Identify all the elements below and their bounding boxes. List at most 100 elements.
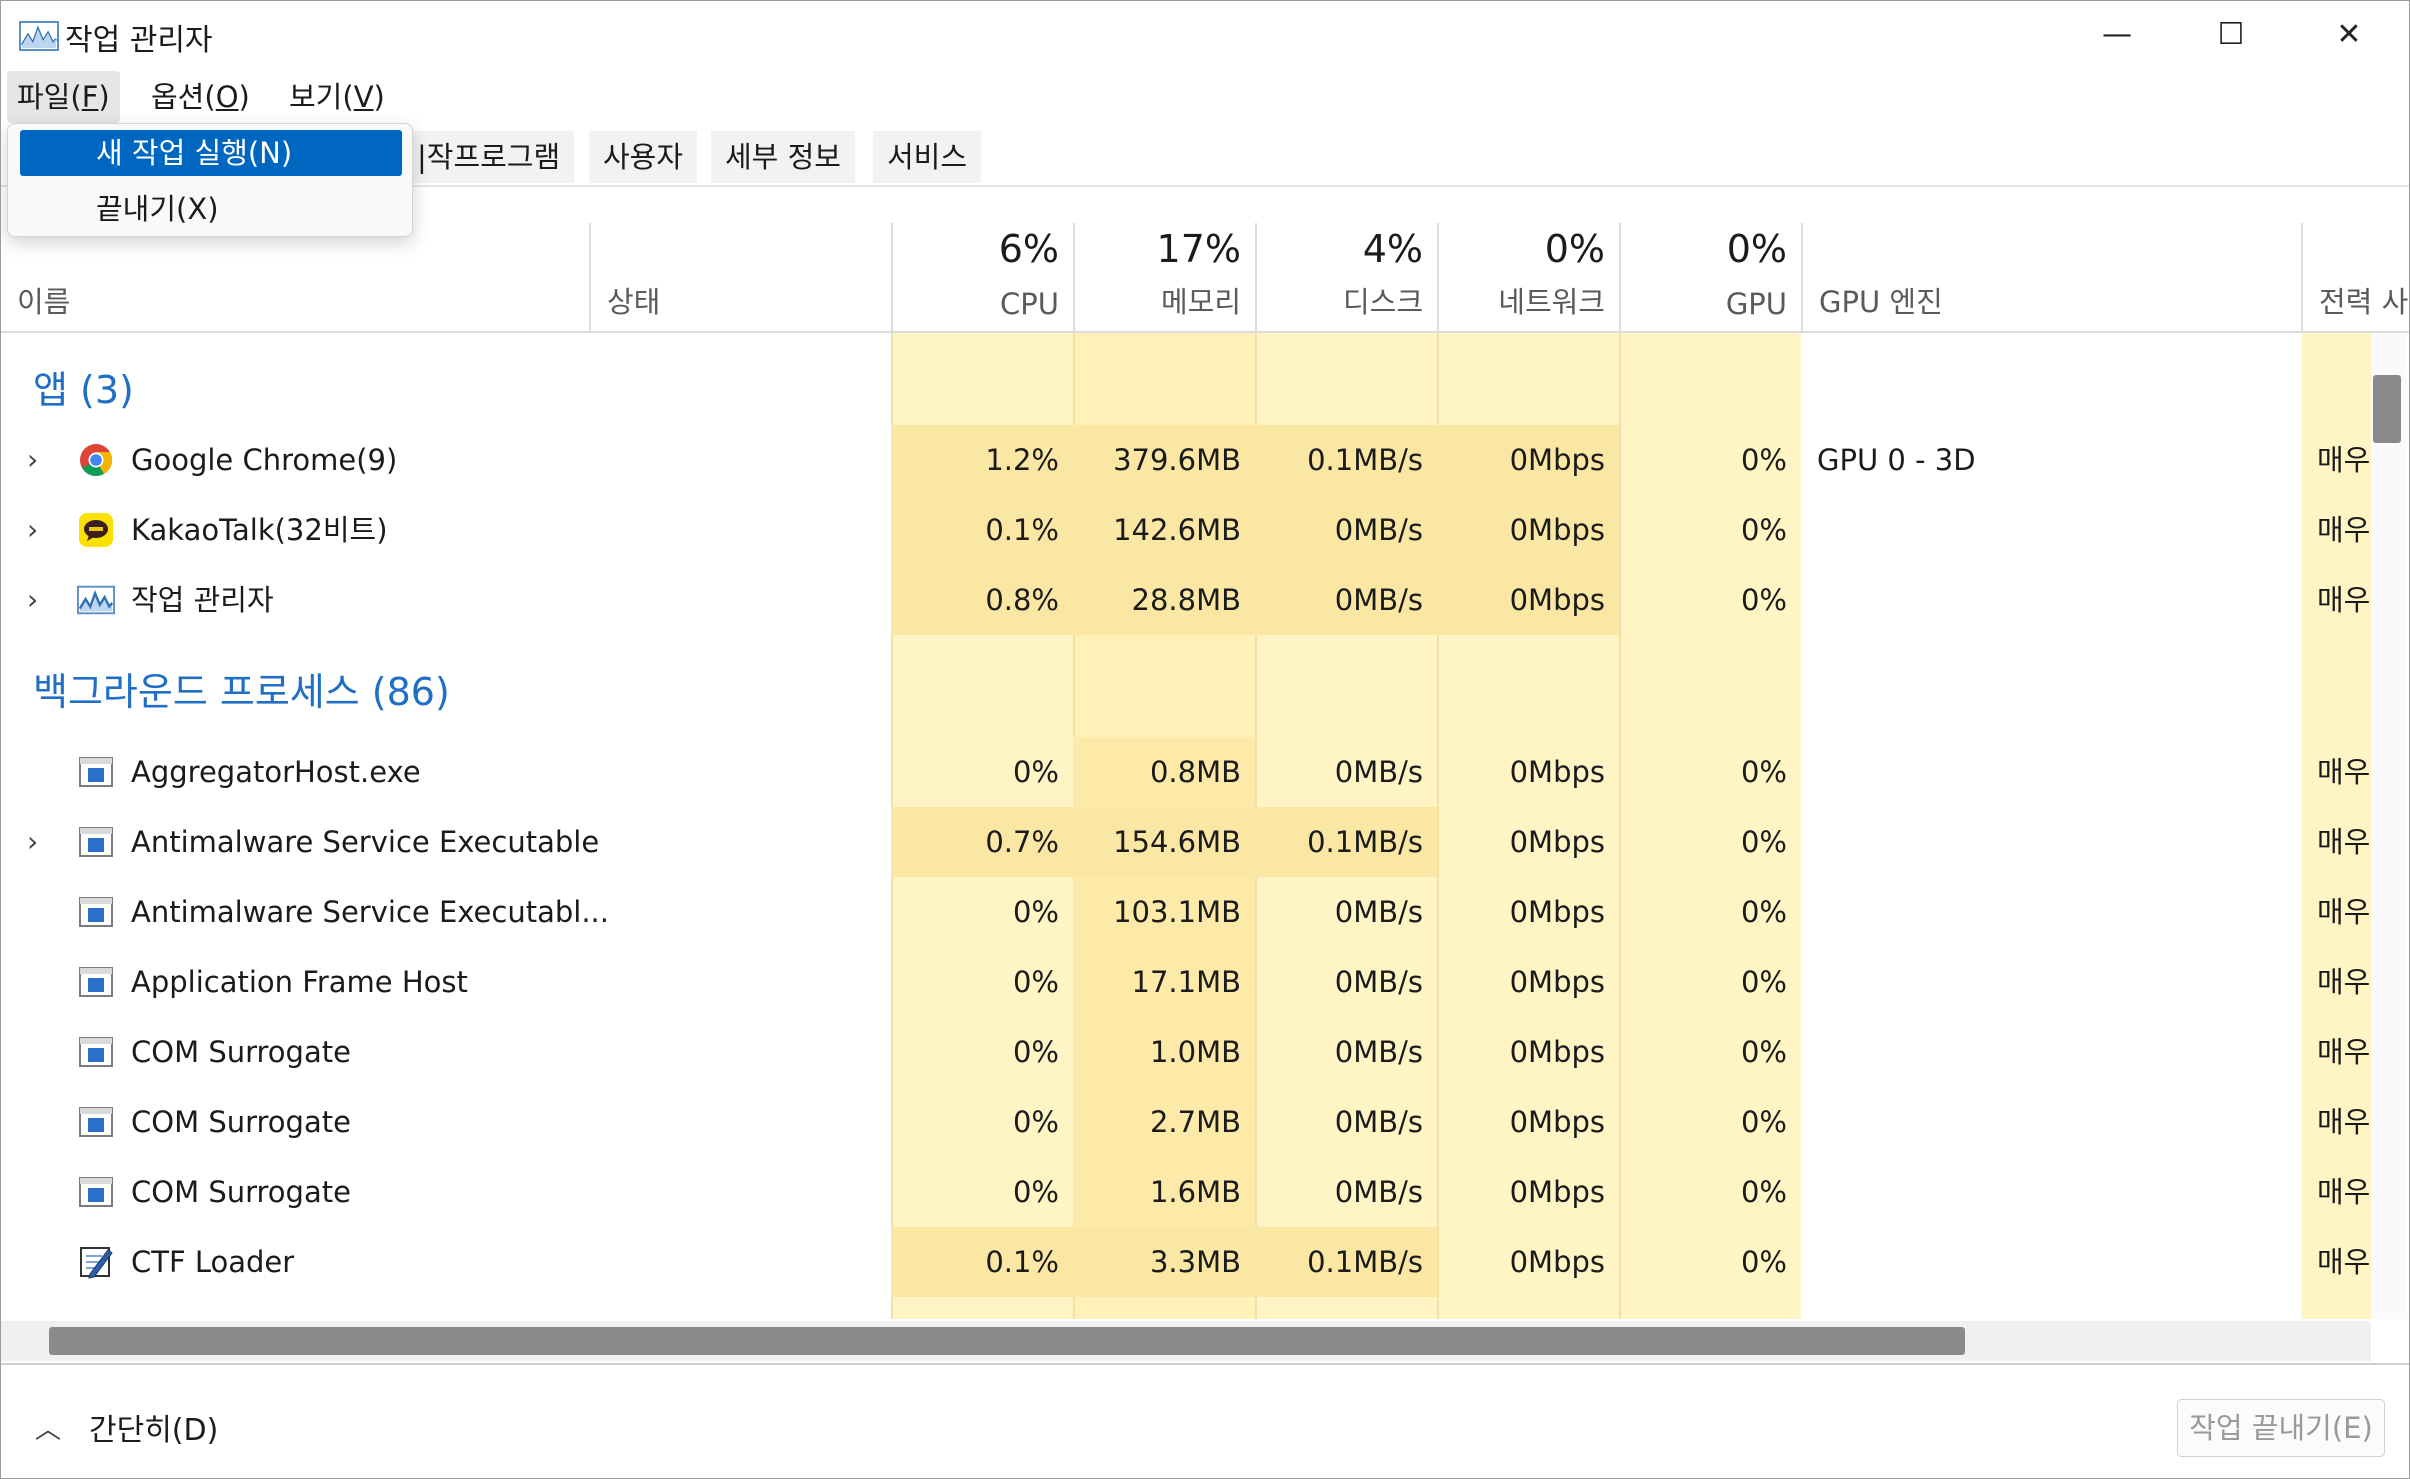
col-gpu-engine[interactable]: GPU 엔진 (1801, 223, 2301, 331)
task-manager-icon (19, 21, 59, 51)
power-column-bg (2301, 333, 2371, 1319)
table-row[interactable]: COM Surrogate 0% 2.7MB 0MB/s 0Mbps 0% 매우 (1, 1087, 2371, 1157)
window-title: 작업 관리자 (65, 23, 213, 58)
file-menu-dropdown: 새 작업 실행(N) 끝내기(X) (7, 123, 413, 237)
title-bar: 작업 관리자 — ☐ ✕ (1, 1, 2409, 67)
process-name: COM Surrogate (131, 1105, 351, 1139)
power-cell: 매우 (2317, 1245, 2371, 1279)
tab-startup[interactable]: |작프로그램 (403, 131, 577, 183)
tab-services[interactable]: 서비스 (873, 131, 984, 183)
network-cell: 0Mbps (1509, 1175, 1605, 1209)
process-name: Antimalware Service Executabl... (131, 895, 609, 929)
menu-options-close-paren: ) (238, 80, 250, 114)
col-memory-pct: 17% (1156, 227, 1241, 271)
process-name: CTF Loader (131, 1245, 295, 1279)
menu-view[interactable]: 보기(V) (279, 71, 395, 123)
col-cpu[interactable]: 6% CPU (891, 223, 1073, 331)
col-memory[interactable]: 17% 메모리 (1073, 223, 1255, 331)
memory-cell: 1.6MB (1149, 1175, 1241, 1209)
menu-file[interactable]: 파일(F) (7, 71, 120, 123)
cpu-cell: 0.1% (985, 1245, 1059, 1279)
network-cell: 0Mbps (1509, 1245, 1605, 1279)
cpu-cell: 0% (1012, 895, 1059, 929)
cpu-cell: 1.2% (985, 443, 1059, 477)
process-name: 작업 관리자 (131, 583, 274, 617)
table-row[interactable]: › 작업 관리자 0.8% 28.8MB 0MB/s 0Mbps 0% 매우 (1, 565, 2371, 635)
network-cell: 0Mbps (1509, 895, 1605, 929)
menu-file-label: 파일( (17, 80, 82, 114)
table-row[interactable]: Application Frame Host 0% 17.1MB 0MB/s 0Mbps… (1, 947, 2371, 1017)
table-row[interactable]: CTF Loader 0.1% 3.3MB 0.1MB/s 0Mbps 0% 매우 (1, 1227, 2371, 1297)
table-row[interactable]: COM Surrogate 0% 1.0MB 0MB/s 0Mbps 0% 매우 (1, 1017, 2371, 1087)
gpu-cell: 0% (1740, 755, 1787, 789)
disk-cell: 0MB/s (1334, 513, 1423, 547)
expand-chevron-icon[interactable]: › (27, 443, 39, 476)
maximize-button[interactable]: ☐ (2217, 16, 2245, 52)
chevron-up-icon[interactable]: ︿ (35, 1415, 62, 1445)
disk-cell: 0MB/s (1334, 755, 1423, 789)
power-cell: 매우 (2317, 895, 2371, 929)
gpu-cell: 0% (1740, 1175, 1787, 1209)
minimize-button[interactable]: — (2102, 16, 2132, 52)
memory-cell: 154.6MB (1113, 825, 1241, 859)
expand-chevron-icon[interactable]: › (27, 583, 39, 616)
col-network[interactable]: 0% 네트워크 (1437, 223, 1619, 331)
table-row[interactable]: COM Surrogate 0% 1.6MB 0MB/s 0Mbps 0% 매우 (1, 1157, 2371, 1227)
vertical-scrollbar[interactable] (2371, 333, 2407, 1319)
col-name[interactable]: 이름 (1, 223, 589, 331)
cpu-cell: 0% (1012, 1175, 1059, 1209)
expand-chevron-icon[interactable]: › (27, 513, 39, 546)
expand-chevron-icon[interactable]: › (27, 825, 39, 858)
process-name: COM Surrogate (131, 1175, 351, 1209)
cpu-cell: 0.7% (985, 825, 1059, 859)
menu-view-label: 보기( (289, 80, 354, 114)
menu-view-accesskey: V (353, 80, 374, 114)
close-button[interactable]: ✕ (2336, 16, 2362, 52)
table-row[interactable]: › KakaoTalk(32비트) 0.1% 142.6MB 0MB/s 0Mb… (1, 495, 2371, 565)
memory-cell: 0.8MB (1149, 755, 1241, 789)
col-disk-label: 디스크 (1342, 285, 1423, 319)
col-power-label: 전력 사 (2319, 285, 2409, 319)
group-header-background[interactable]: 백그라운드 프로세스 (86) (1, 641, 2371, 733)
menu-item-exit[interactable]: 끝내기(X) (96, 192, 219, 226)
fewer-details-link[interactable]: 간단히(D) (89, 1413, 219, 1448)
col-status[interactable]: 상태 (589, 223, 891, 331)
menu-options-label: 옵션( (151, 80, 216, 114)
process-name: Antimalware Service Executable (131, 825, 600, 859)
group-header-apps[interactable]: 앱 (3) (1, 345, 2371, 425)
horizontal-scroll-thumb[interactable] (49, 1327, 1965, 1355)
end-task-button[interactable]: 작업 끝내기(E) (2177, 1399, 2385, 1457)
col-gpu-engine-label: GPU 엔진 (1819, 285, 1943, 319)
table-row[interactable]: AggregatorHost.exe 0% 0.8MB 0MB/s 0Mbps 0% 매우 (1, 737, 2371, 807)
table-row[interactable]: › Antimalware Service Executable 0.7% 154.6… (1, 807, 2371, 877)
disk-cell: 0.1MB/s (1307, 1245, 1423, 1279)
memory-cell: 3.3MB (1149, 1245, 1241, 1279)
col-memory-label: 메모리 (1160, 285, 1241, 319)
table-row[interactable]: Antimalware Service Executabl... 0% 103.1M… (1, 877, 2371, 947)
disk-cell: 0MB/s (1334, 895, 1423, 929)
disk-cell: 0MB/s (1334, 1035, 1423, 1069)
chrome-icon (80, 444, 113, 477)
menu-item-run-new-task[interactable]: 새 작업 실행(N) (20, 130, 402, 176)
network-cell: 0Mbps (1509, 1035, 1605, 1069)
vertical-scroll-thumb[interactable] (2373, 375, 2401, 443)
col-power[interactable]: 전력 사 (2301, 223, 2409, 331)
gpu-cell: 0% (1740, 895, 1787, 929)
tab-users[interactable]: 사용자 (589, 131, 700, 183)
task-manager-icon (77, 585, 115, 615)
app-window-icon (79, 897, 113, 927)
table-row[interactable]: › Google Chrome(9) 1.2% 379.6MB 0.1MB/s … (1, 425, 2371, 495)
power-cell: 매우 (2317, 825, 2371, 859)
gpu-cell: 0% (1740, 583, 1787, 617)
gpu-cell: 0% (1740, 513, 1787, 547)
process-name: Application Frame Host (131, 965, 468, 999)
ctf-loader-icon (80, 1247, 113, 1279)
col-gpu[interactable]: 0% GPU (1619, 223, 1801, 331)
process-name: Google Chrome(9) (131, 443, 398, 477)
disk-cell: 0.1MB/s (1307, 825, 1423, 859)
network-cell: 0Mbps (1509, 825, 1605, 859)
tab-details[interactable]: 세부 정보 (711, 131, 857, 183)
cpu-cell: 0.8% (985, 583, 1059, 617)
menu-options[interactable]: 옵션(O) (141, 71, 260, 123)
col-disk[interactable]: 4% 디스크 (1255, 223, 1437, 331)
